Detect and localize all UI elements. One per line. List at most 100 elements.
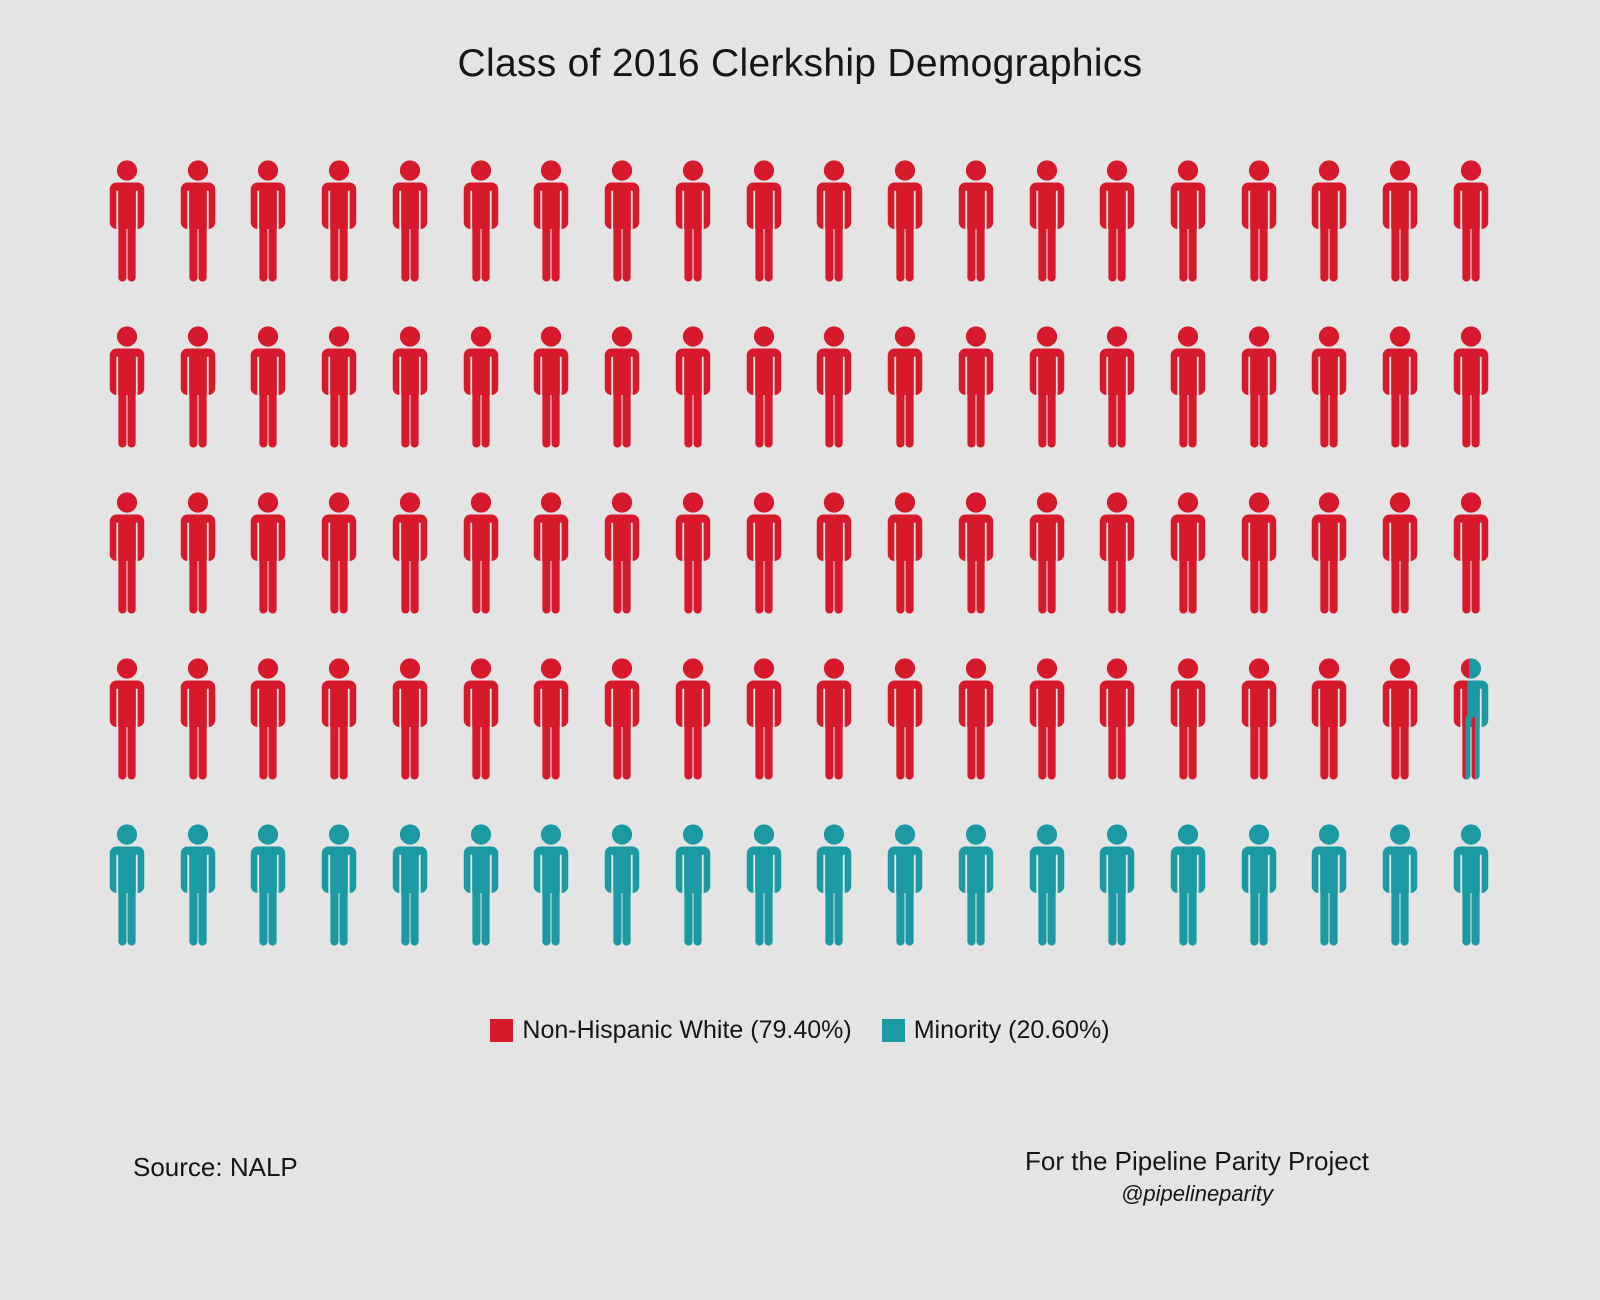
person-icon	[1302, 658, 1356, 781]
person-icon	[878, 326, 932, 449]
person-icon	[737, 492, 791, 615]
person-icon	[171, 326, 225, 449]
person-icon	[241, 326, 295, 449]
person-icon	[100, 326, 154, 449]
person-icon	[171, 492, 225, 615]
person-icon	[524, 824, 578, 947]
legend-swatch-minority-icon	[881, 1019, 905, 1042]
person-icon	[312, 658, 366, 781]
person-icon	[524, 160, 578, 283]
person-icon	[1302, 824, 1356, 947]
legend: Non-Hispanic White (79.40%) Minority (20…	[0, 1016, 1600, 1045]
legend-item-minority: Minority (20.60%)	[881, 1016, 1110, 1045]
person-icon	[1161, 326, 1215, 449]
person-icon	[171, 824, 225, 947]
person-icon	[1373, 326, 1427, 449]
person-icon	[595, 160, 649, 283]
person-icon	[241, 824, 295, 947]
person-icon	[383, 160, 437, 283]
person-icon	[1373, 160, 1427, 283]
person-icon	[949, 658, 1003, 781]
person-icon	[454, 160, 508, 283]
person-icon	[1161, 492, 1215, 615]
person-icon	[1020, 160, 1074, 283]
person-icon	[312, 492, 366, 615]
person-icon	[666, 160, 720, 283]
person-icon	[807, 824, 861, 947]
person-icon	[1302, 492, 1356, 615]
person-icon	[878, 824, 932, 947]
person-icon	[312, 824, 366, 947]
credit-line: For the Pipeline Parity Project	[1025, 1146, 1369, 1176]
person-icon	[666, 658, 720, 781]
person-icon	[807, 658, 861, 781]
source-note: Source: NALP	[133, 1152, 298, 1182]
person-icon	[1161, 160, 1215, 283]
person-icon	[1090, 492, 1144, 615]
person-icon	[524, 658, 578, 781]
person-icon	[383, 326, 437, 449]
person-icon	[171, 658, 225, 781]
person-icon	[1090, 160, 1144, 283]
person-icon	[1090, 658, 1144, 781]
person-icon	[878, 658, 932, 781]
person-icon	[595, 492, 649, 615]
legend-label-minority: Minority (20.60%)	[913, 1016, 1110, 1044]
credit-handle: @pipelineparity	[1121, 1181, 1273, 1206]
person-icon	[807, 160, 861, 283]
person-icon	[100, 658, 154, 781]
chart-title: Class of 2016 Clerkship Demographics	[457, 42, 1143, 85]
person-icon	[454, 326, 508, 449]
person-icon	[949, 326, 1003, 449]
person-icon	[100, 492, 154, 615]
person-icon	[1232, 824, 1286, 947]
person-icon	[524, 492, 578, 615]
person-icon	[454, 824, 508, 947]
person-icon	[737, 160, 791, 283]
person-icon	[454, 492, 508, 615]
person-icon	[1090, 326, 1144, 449]
person-icon	[1161, 658, 1215, 781]
person-icon	[1373, 658, 1427, 781]
person-icon	[666, 492, 720, 615]
person-icon	[1020, 492, 1074, 615]
person-icon	[1373, 492, 1427, 615]
person-icon	[312, 160, 366, 283]
person-icon	[241, 492, 295, 615]
person-icon	[1302, 160, 1356, 283]
person-icon	[100, 824, 154, 947]
person-icon	[595, 824, 649, 947]
person-icon	[595, 658, 649, 781]
legend-swatch-white-icon	[490, 1019, 514, 1042]
legend-label-non-hispanic-white: Non-Hispanic White (79.40%)	[522, 1016, 852, 1044]
person-icon	[100, 160, 154, 283]
person-icon	[1373, 824, 1427, 947]
person-icon	[171, 160, 225, 283]
person-icon	[454, 658, 508, 781]
person-icon	[1444, 160, 1498, 283]
person-icon	[595, 326, 649, 449]
legend-item-non-hispanic-white: Non-Hispanic White (79.40%)	[490, 1016, 852, 1045]
person-icon	[1444, 492, 1498, 615]
person-icon	[383, 492, 437, 615]
person-icon	[666, 824, 720, 947]
person-icon	[807, 492, 861, 615]
person-icon	[949, 824, 1003, 947]
person-icon	[1444, 326, 1498, 449]
person-icon	[878, 492, 932, 615]
person-icon	[1020, 658, 1074, 781]
person-icon	[383, 824, 437, 947]
person-icon	[807, 326, 861, 449]
person-icon	[666, 326, 720, 449]
person-icon	[1302, 326, 1356, 449]
person-icon	[1444, 824, 1498, 947]
person-icon	[1232, 160, 1286, 283]
person-icon	[383, 658, 437, 781]
person-icon	[1161, 824, 1215, 947]
person-icon	[737, 326, 791, 449]
person-icon	[1444, 658, 1498, 781]
person-icon	[524, 326, 578, 449]
person-icon	[949, 160, 1003, 283]
person-icon	[1232, 658, 1286, 781]
person-icon	[312, 326, 366, 449]
